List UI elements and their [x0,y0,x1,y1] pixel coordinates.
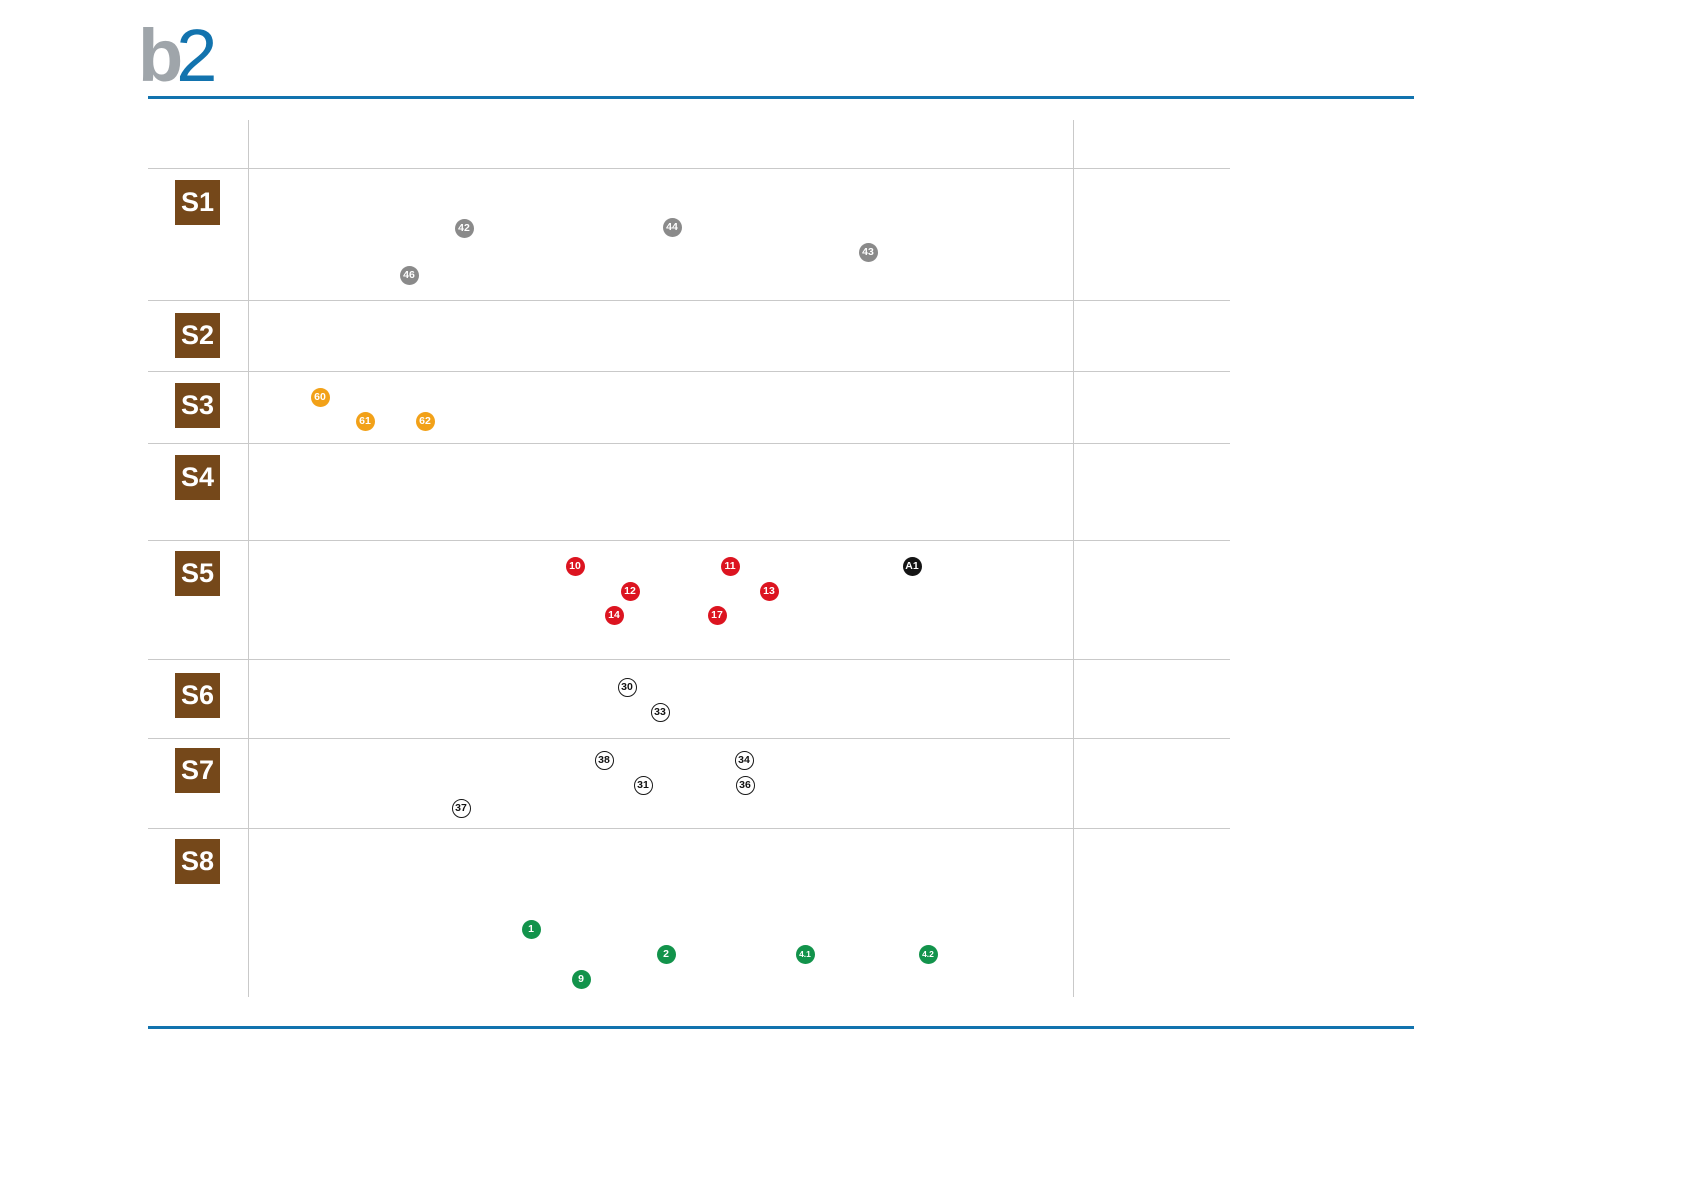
logo-letter-b: b [138,14,183,97]
marker-s7-38: 38 [594,750,614,770]
marker-s5-a1: A1 [902,556,922,576]
marker-s1-44: 44 [662,217,682,237]
header-rule [148,96,1414,99]
grid-horizontal-line [148,443,1230,444]
row-label-s5: S5 [175,551,220,596]
marker-s1-43: 43 [858,242,878,262]
marker-s8-4.2: 4.2 [918,944,938,964]
marker-s3-60: 60 [310,387,330,407]
marker-s3-62: 62 [415,411,435,431]
marker-s6-30: 30 [617,677,637,697]
marker-s8-4.1: 4.1 [795,944,815,964]
marker-s3-61: 61 [355,411,375,431]
row-label-s3: S3 [175,383,220,428]
row-label-s6: S6 [175,673,220,718]
grid-horizontal-line [148,828,1230,829]
marker-s1-42: 42 [454,218,474,238]
row-label-s8: S8 [175,839,220,884]
row-label-s4: S4 [175,455,220,500]
marker-s8-1: 1 [521,919,541,939]
marker-s5-13: 13 [759,581,779,601]
marker-s7-34: 34 [734,750,754,770]
marker-s5-11: 11 [720,556,740,576]
grid-horizontal-line [148,738,1230,739]
marker-s6-33: 33 [650,702,670,722]
marker-s5-12: 12 [620,581,640,601]
marker-s5-10: 10 [565,556,585,576]
row-label-s7: S7 [175,748,220,793]
grid-vertical-line-left [248,120,249,997]
grid-vertical-line-right [1073,120,1074,997]
marker-s7-31: 31 [633,775,653,795]
marker-s8-9: 9 [571,969,591,989]
logo: b2 [138,14,217,98]
grid-horizontal-line [148,168,1230,169]
grid-horizontal-line [148,300,1230,301]
grid-horizontal-line [148,540,1230,541]
grid-horizontal-line [148,659,1230,660]
marker-s7-36: 36 [735,775,755,795]
grid-horizontal-line [148,371,1230,372]
marker-s1-46: 46 [399,265,419,285]
marker-s8-2: 2 [656,944,676,964]
marker-s7-37: 37 [451,798,471,818]
marker-s5-17: 17 [707,605,727,625]
row-label-s2: S2 [175,313,220,358]
footer-rule [148,1026,1414,1029]
marker-s5-14: 14 [604,605,624,625]
row-label-s1: S1 [175,180,220,225]
logo-letter-2: 2 [176,14,217,97]
